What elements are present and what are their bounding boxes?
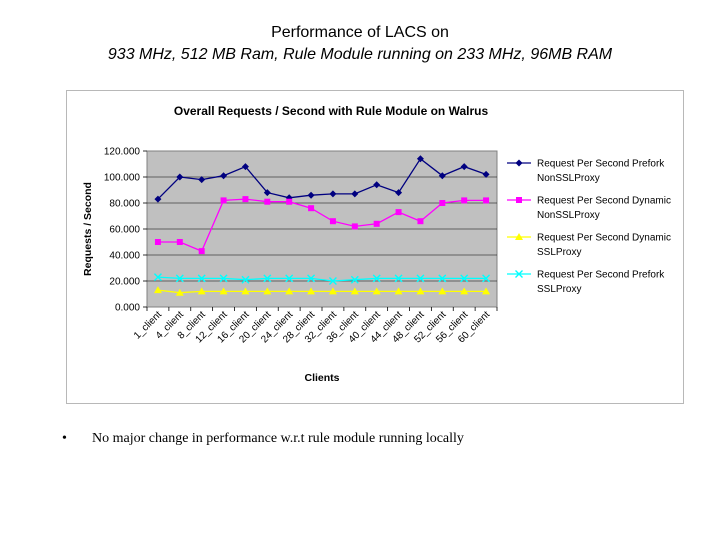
y-tick-label: 120.000 xyxy=(104,147,141,158)
bullet-item: • No major change in performance w.r.t ru… xyxy=(62,431,464,447)
series-line-3 xyxy=(157,289,487,294)
data-point xyxy=(416,155,424,163)
data-point xyxy=(482,274,491,283)
data-point xyxy=(416,274,425,283)
y-tick-label: 40.000 xyxy=(109,251,140,262)
data-point xyxy=(263,274,272,283)
data-point xyxy=(372,287,381,295)
data-point xyxy=(438,287,447,295)
data-point xyxy=(220,172,228,180)
data-point xyxy=(220,197,227,204)
data-point xyxy=(241,163,249,171)
legend-label: NonSSLProxy xyxy=(537,210,600,221)
data-point xyxy=(460,274,469,283)
data-point xyxy=(460,287,469,295)
y-tick-label: 0.000 xyxy=(115,303,140,314)
data-point xyxy=(176,239,183,245)
data-point xyxy=(264,198,271,205)
chart-title: Overall Requests / Second with Rule Modu… xyxy=(174,104,489,118)
data-point xyxy=(372,274,381,283)
data-point xyxy=(153,273,162,282)
data-point xyxy=(263,189,271,197)
bullet-symbol: • xyxy=(62,431,67,446)
legend-label: NonSSLProxy xyxy=(537,173,600,184)
data-point xyxy=(329,190,337,198)
data-point xyxy=(285,287,294,295)
slide-title: Performance of LACS on 933 MHz, 512 MB R… xyxy=(0,22,720,66)
legend-marker xyxy=(515,233,523,240)
data-point xyxy=(198,176,206,184)
series-line-4 xyxy=(157,276,487,282)
data-point xyxy=(307,274,316,283)
data-point xyxy=(285,274,294,283)
data-point xyxy=(439,200,446,206)
data-point xyxy=(394,274,403,283)
data-point xyxy=(263,287,272,295)
data-point xyxy=(351,190,359,198)
legend-label: Request Per Second Dynamic xyxy=(537,233,671,244)
data-point xyxy=(482,287,491,295)
legend-label: SSLProxy xyxy=(537,284,581,295)
data-point xyxy=(175,288,184,296)
data-point xyxy=(286,198,293,205)
series-line-1 xyxy=(157,157,487,200)
y-tick-label: 20.000 xyxy=(109,277,140,288)
data-point xyxy=(394,287,403,295)
data-point xyxy=(308,205,315,212)
bullet-text: No major change in performance w.r.t rul… xyxy=(92,431,464,446)
data-point xyxy=(395,209,402,216)
legend-label: Request Per Second Prefork xyxy=(537,270,665,281)
data-point xyxy=(328,277,337,285)
data-point xyxy=(373,220,380,227)
y-axis-label: Requests / Second xyxy=(82,182,94,276)
y-tick-label: 80.000 xyxy=(109,199,140,210)
data-point xyxy=(198,248,205,255)
data-point xyxy=(175,274,184,283)
data-point xyxy=(219,274,228,283)
data-point xyxy=(460,163,468,171)
data-point xyxy=(417,218,424,225)
data-point xyxy=(307,191,315,199)
data-point xyxy=(307,287,316,295)
series-line-2 xyxy=(157,198,487,252)
slide-title-line1: Performance of LACS on xyxy=(271,24,449,41)
data-point xyxy=(328,287,337,295)
y-tick-label: 60.000 xyxy=(109,225,140,236)
data-point xyxy=(242,196,249,203)
chart-frame: Overall Requests / Second with Rule Modu… xyxy=(66,90,684,404)
legend-label: Request Per Second Prefork xyxy=(537,159,665,170)
data-point xyxy=(329,218,336,225)
y-tick-label: 100.000 xyxy=(104,173,141,184)
legend-marker xyxy=(515,159,523,167)
data-point xyxy=(395,189,403,197)
data-point xyxy=(219,287,228,295)
legend-marker xyxy=(515,270,523,278)
data-point xyxy=(351,223,358,230)
legend-marker xyxy=(516,197,522,203)
data-point xyxy=(154,195,162,203)
data-point xyxy=(438,274,447,283)
data-point xyxy=(241,287,250,295)
slide-title-line2: 933 MHz, 512 MB Ram, Rule Module running… xyxy=(107,46,613,63)
data-point xyxy=(483,197,490,204)
legend-label: Request Per Second Dynamic xyxy=(537,196,671,207)
data-point xyxy=(373,181,381,189)
data-point xyxy=(176,173,184,181)
data-point xyxy=(438,172,446,180)
x-axis-label: Clients xyxy=(304,372,339,384)
data-point xyxy=(197,287,206,295)
line-chart: Overall Requests / Second with Rule Modu… xyxy=(82,104,671,384)
legend-label: SSLProxy xyxy=(537,247,581,258)
data-point xyxy=(482,170,490,178)
data-point xyxy=(241,275,250,284)
data-point xyxy=(197,274,206,283)
data-point xyxy=(154,239,161,245)
data-point xyxy=(350,275,359,284)
data-point xyxy=(153,286,162,294)
data-point xyxy=(416,287,425,295)
data-point xyxy=(461,197,468,204)
data-point xyxy=(350,287,359,295)
